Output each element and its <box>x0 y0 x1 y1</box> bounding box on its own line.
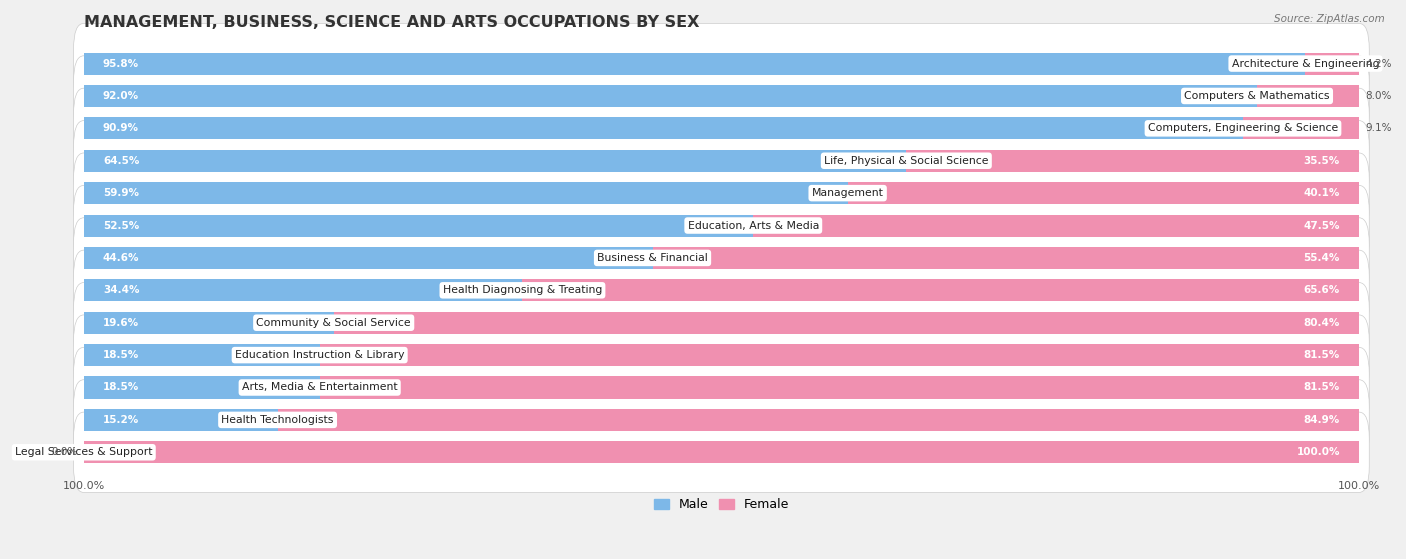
Text: 34.4%: 34.4% <box>103 285 139 295</box>
FancyBboxPatch shape <box>73 412 1369 492</box>
Text: 4.2%: 4.2% <box>1365 59 1392 69</box>
Text: 81.5%: 81.5% <box>1303 350 1340 360</box>
Bar <box>84 182 848 204</box>
Text: 47.5%: 47.5% <box>1303 221 1340 230</box>
Bar <box>84 312 333 334</box>
Text: 52.5%: 52.5% <box>103 221 139 230</box>
Text: Source: ZipAtlas.com: Source: ZipAtlas.com <box>1274 14 1385 24</box>
Text: 15.2%: 15.2% <box>103 415 139 425</box>
Text: 64.5%: 64.5% <box>103 156 139 165</box>
Text: 92.0%: 92.0% <box>103 91 139 101</box>
FancyBboxPatch shape <box>73 347 1369 428</box>
FancyBboxPatch shape <box>73 250 1369 330</box>
Text: 65.6%: 65.6% <box>1303 285 1340 295</box>
Text: Life, Physical & Social Science: Life, Physical & Social Science <box>824 156 988 165</box>
Bar <box>652 247 1360 269</box>
Bar <box>848 182 1360 204</box>
Bar <box>907 150 1360 172</box>
Text: 81.5%: 81.5% <box>1303 382 1340 392</box>
FancyBboxPatch shape <box>73 153 1369 233</box>
Text: 80.4%: 80.4% <box>1303 318 1340 328</box>
Bar <box>84 53 1306 74</box>
Text: 95.8%: 95.8% <box>103 59 139 69</box>
Text: 40.1%: 40.1% <box>1303 188 1340 198</box>
Bar <box>84 117 1243 139</box>
Text: 84.9%: 84.9% <box>1303 415 1340 425</box>
Text: Architecture & Engineering: Architecture & Engineering <box>1232 59 1379 69</box>
Bar <box>84 344 319 366</box>
FancyBboxPatch shape <box>73 218 1369 298</box>
Bar <box>277 409 1361 431</box>
Text: Computers, Engineering & Science: Computers, Engineering & Science <box>1147 124 1339 134</box>
FancyBboxPatch shape <box>73 315 1369 395</box>
FancyBboxPatch shape <box>73 380 1369 460</box>
Text: 0.0%: 0.0% <box>51 447 77 457</box>
FancyBboxPatch shape <box>73 186 1369 266</box>
Text: Business & Financial: Business & Financial <box>598 253 707 263</box>
Bar <box>84 376 319 399</box>
Text: Management: Management <box>811 188 883 198</box>
Bar <box>84 441 1360 463</box>
Text: MANAGEMENT, BUSINESS, SCIENCE AND ARTS OCCUPATIONS BY SEX: MANAGEMENT, BUSINESS, SCIENCE AND ARTS O… <box>84 15 699 30</box>
Text: 8.0%: 8.0% <box>1365 91 1392 101</box>
Bar <box>319 376 1360 399</box>
Bar <box>84 280 523 301</box>
Text: Legal Services & Support: Legal Services & Support <box>15 447 152 457</box>
Text: 19.6%: 19.6% <box>103 318 139 328</box>
Text: Community & Social Service: Community & Social Service <box>256 318 411 328</box>
Text: Arts, Media & Entertainment: Arts, Media & Entertainment <box>242 382 398 392</box>
Text: 59.9%: 59.9% <box>103 188 139 198</box>
FancyBboxPatch shape <box>73 121 1369 201</box>
Bar <box>319 344 1360 366</box>
Bar <box>84 247 652 269</box>
Text: 55.4%: 55.4% <box>1303 253 1340 263</box>
Text: 90.9%: 90.9% <box>103 124 139 134</box>
FancyBboxPatch shape <box>73 56 1369 136</box>
Bar <box>84 409 277 431</box>
Text: 35.5%: 35.5% <box>1303 156 1340 165</box>
Text: Education Instruction & Library: Education Instruction & Library <box>235 350 405 360</box>
FancyBboxPatch shape <box>73 23 1369 104</box>
Text: Health Technologists: Health Technologists <box>221 415 333 425</box>
Bar <box>84 215 754 236</box>
Bar <box>1243 117 1360 139</box>
Bar <box>1306 53 1360 74</box>
Bar <box>84 85 1257 107</box>
Bar <box>523 280 1360 301</box>
Bar <box>84 150 907 172</box>
Text: 9.1%: 9.1% <box>1365 124 1392 134</box>
Bar <box>754 215 1360 236</box>
Text: Health Diagnosing & Treating: Health Diagnosing & Treating <box>443 285 602 295</box>
Text: 44.6%: 44.6% <box>103 253 139 263</box>
Text: 18.5%: 18.5% <box>103 382 139 392</box>
FancyBboxPatch shape <box>73 88 1369 168</box>
Bar <box>333 312 1360 334</box>
Text: 100.0%: 100.0% <box>1296 447 1340 457</box>
Text: Education, Arts & Media: Education, Arts & Media <box>688 221 818 230</box>
Bar <box>1257 85 1360 107</box>
Text: Computers & Mathematics: Computers & Mathematics <box>1184 91 1330 101</box>
Text: 18.5%: 18.5% <box>103 350 139 360</box>
FancyBboxPatch shape <box>73 282 1369 363</box>
Legend: Male, Female: Male, Female <box>648 494 794 517</box>
